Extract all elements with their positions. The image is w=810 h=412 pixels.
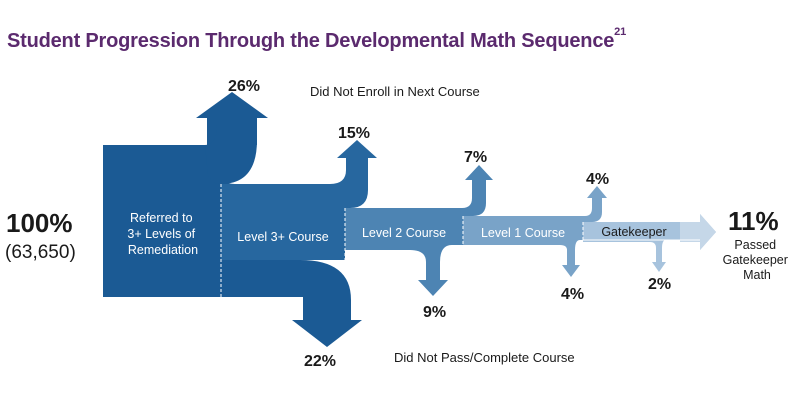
caption-not-passed: Did Not Pass/Complete Course xyxy=(394,350,575,365)
stage-box-level3 xyxy=(221,140,377,260)
stage-label-referred: Referred to 3+ Levels of Remediation xyxy=(127,211,198,257)
not-passed-referred-value: 22% xyxy=(304,353,336,370)
stage-level1 xyxy=(463,186,607,277)
outcome-percent: 11% xyxy=(728,206,779,236)
title-text: Student Progression Through the Developm… xyxy=(7,30,615,52)
stage-gatekeeper xyxy=(583,214,716,272)
stage-box-level2 xyxy=(345,165,493,296)
outcome-arrow xyxy=(680,214,716,250)
stage-level3 xyxy=(221,140,377,260)
page-title: Student Progression Through the Developm… xyxy=(7,26,626,53)
stage-box-referred-body xyxy=(103,145,235,297)
outcome-label-line3: Math xyxy=(743,268,771,282)
outcome-label: Passed Gatekeeper Math xyxy=(723,238,792,282)
stage-level2 xyxy=(345,165,493,296)
outcome-label-line1: Passed xyxy=(734,238,776,252)
stage-label-referred-line1: Referred to xyxy=(130,211,193,225)
not-enrolled-level1-value: 4% xyxy=(586,171,609,188)
not-enrolled-level3-value: 15% xyxy=(338,125,370,142)
stage-label-referred-line3: Remediation xyxy=(128,243,198,257)
caption-not-enrolled: Did Not Enroll in Next Course xyxy=(310,84,480,99)
title-footnote: 21 xyxy=(614,26,627,38)
start-count: (63,650) xyxy=(5,242,76,263)
stage-label-level1: Level 1 Course xyxy=(481,226,565,240)
not-enrolled-referred-value: 26% xyxy=(228,78,260,95)
stage-separators xyxy=(220,184,584,297)
stage-label-level3: Level 3+ Course xyxy=(237,230,328,244)
not-passed-gatekeeper-value: 2% xyxy=(648,276,671,293)
stage-label-referred-line2: 3+ Levels of xyxy=(127,227,195,241)
stage-referred xyxy=(103,92,362,347)
not-passed-level1-value: 4% xyxy=(561,286,584,303)
not-passed-level2-value: 9% xyxy=(423,304,446,321)
referred-upflow xyxy=(205,118,257,184)
stage-label-gatekeeper: Gatekeeper xyxy=(601,225,666,239)
referred-downflow xyxy=(221,260,362,347)
start-percent: 100% xyxy=(6,208,73,238)
not-enrolled-level2-value: 7% xyxy=(464,149,487,166)
stage-label-level2: Level 2 Course xyxy=(362,226,446,240)
stage-box-level1 xyxy=(463,186,607,277)
outcome-label-line2: Gatekeeper xyxy=(723,253,788,267)
